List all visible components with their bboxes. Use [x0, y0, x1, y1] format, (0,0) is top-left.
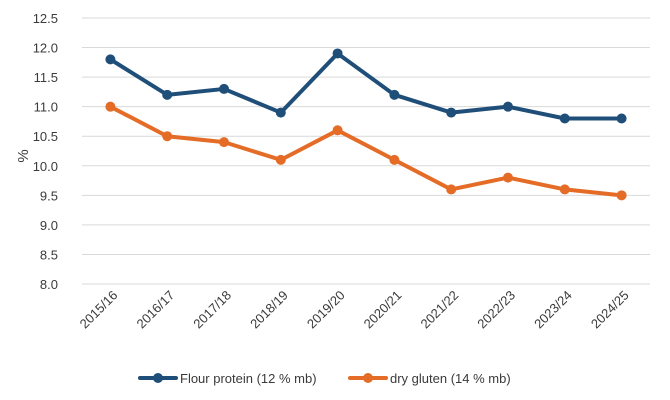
- series-lines: [105, 48, 627, 201]
- x-axis-ticks: 2015/16 2016/17 2017/18 2018/19 2019/20 2020/…: [77, 288, 632, 332]
- series-1: [105, 48, 627, 124]
- x-tick-label: 2022/23: [474, 288, 518, 332]
- x-tick-label: 2018/19: [247, 288, 291, 332]
- x-tick-label: 2019/20: [304, 288, 348, 332]
- y-tick-label: 11.5: [34, 70, 58, 85]
- data-point: [389, 154, 400, 165]
- data-point: [162, 131, 173, 142]
- x-tick-label: 2024/25: [588, 288, 632, 332]
- x-tick-label: 2023/24: [531, 288, 575, 332]
- data-point: [559, 184, 570, 195]
- data-point: [332, 125, 343, 136]
- data-point: [219, 83, 229, 94]
- y-axis-ticks: 8.0 8.5 9.0 9.5 10.0 10.5 11.0 11.5 12.0 12.5: [33, 11, 58, 292]
- series-line: [108, 104, 624, 198]
- data-point: [105, 101, 116, 112]
- legend-marker: [153, 373, 163, 383]
- data-point: [275, 107, 286, 118]
- y-axis-label: %: [15, 149, 32, 162]
- legend-item: Flour protein (12 % mb): [138, 371, 317, 386]
- y-tick-label: 8.5: [40, 247, 58, 262]
- data-point: [559, 113, 570, 124]
- legend-label: dry gluten (14 % mb): [390, 371, 511, 386]
- legend-item: dry gluten (14 % mb): [348, 371, 511, 386]
- data-point: [389, 89, 400, 100]
- x-tick-label: 2015/16: [77, 288, 121, 332]
- y-tick-label: 9.0: [40, 218, 58, 233]
- legend-label: Flour protein (12 % mb): [180, 371, 317, 386]
- y-tick-label: 10.5: [33, 129, 58, 144]
- y-tick-label: 12.5: [33, 11, 58, 26]
- y-tick-label: 12.0: [33, 41, 58, 56]
- data-point: [616, 190, 627, 201]
- data-point: [105, 54, 116, 65]
- data-point: [616, 113, 627, 124]
- data-point: [162, 89, 173, 100]
- data-point: [332, 48, 343, 59]
- gridlines: [82, 17, 650, 285]
- y-tick-label: 8.0: [40, 277, 58, 292]
- data-point: [446, 184, 457, 195]
- series-2: [105, 101, 627, 201]
- y-tick-label: 11.0: [34, 100, 58, 115]
- x-tick-label: 2021/22: [417, 288, 461, 332]
- legend: Flour protein (12 % mb) dry gluten (14 % …: [138, 371, 511, 386]
- data-point: [219, 137, 229, 148]
- data-point: [503, 172, 513, 183]
- data-point: [446, 107, 457, 118]
- y-tick-label: 10.0: [33, 159, 58, 174]
- data-point: [503, 101, 513, 112]
- y-tick-label: 9.5: [40, 188, 58, 203]
- x-tick-label: 2020/21: [361, 288, 405, 332]
- data-point: [275, 154, 286, 165]
- x-tick-label: 2016/17: [133, 288, 177, 332]
- x-tick-label: 2017/18: [190, 288, 234, 332]
- legend-marker: [363, 373, 373, 383]
- series-line: [108, 51, 624, 121]
